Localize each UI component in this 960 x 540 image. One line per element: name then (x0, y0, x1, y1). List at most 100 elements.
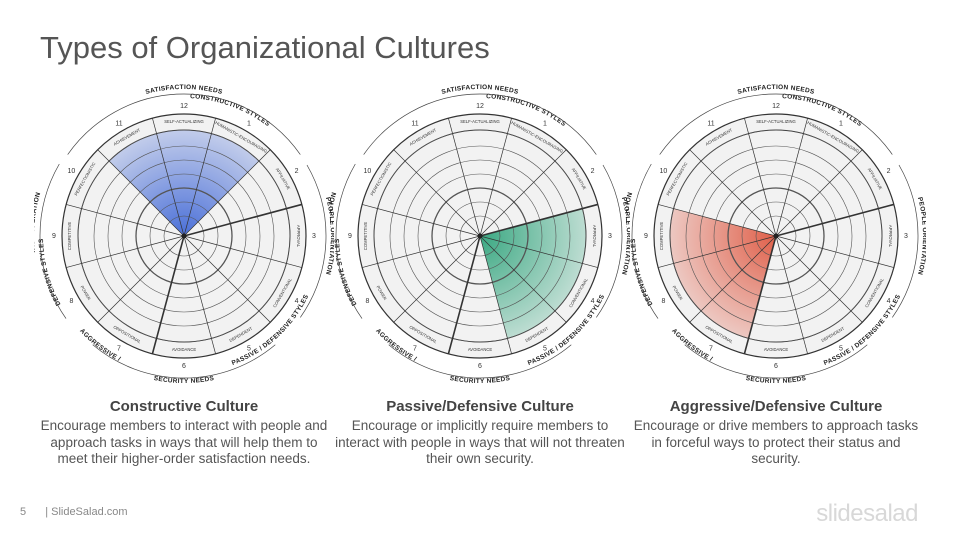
highlighted-segment (156, 130, 212, 236)
center-dot (477, 233, 483, 239)
segment-label: AVOIDANCE (468, 347, 493, 352)
segment-number: 4 (591, 298, 595, 305)
segment-number: 7 (413, 345, 417, 352)
wheel-spoke (479, 235, 567, 323)
segment-number: 11 (707, 120, 714, 127)
segment-label: APPROVAL (888, 225, 893, 248)
grid-ring (685, 145, 867, 327)
wheel-spoke (658, 235, 777, 268)
wheel-spoke (183, 235, 271, 323)
grid-ring (149, 201, 219, 271)
bounding-arc (300, 164, 327, 318)
wheel-spoke (479, 235, 598, 268)
center-dot (181, 233, 187, 239)
segment-number: 11 (115, 120, 122, 127)
passive-caption: Passive/Defensive Culture Encourage or i… (335, 398, 625, 468)
defensive-styles-label: DEFENSIVE STYLES (630, 238, 654, 307)
grid-ring (389, 145, 571, 327)
segment-number: 2 (887, 168, 891, 175)
defensive-styles-label: DEFENSIVE STYLES (38, 238, 62, 307)
grid-ring (163, 215, 205, 257)
grid-ring (755, 215, 797, 257)
page-title: Types of Organizational Cultures (40, 30, 490, 65)
bounding-arc (659, 93, 893, 155)
aggressive-defensive-culture-wheel: SELF-ACTUALIZING HUMANISTIC-ENCOURAGING AF… (626, 84, 926, 384)
wheel-spoke (689, 235, 777, 323)
segment-label: APPROVAL (296, 225, 301, 248)
grid-ring (77, 129, 291, 343)
wheel-spoke (66, 235, 185, 268)
grid-ring (727, 187, 825, 285)
constructive-caption: Constructive Culture Encourage members t… (39, 398, 329, 468)
segment-number: 8 (661, 298, 665, 305)
constructive-culture-wheel: SELF-ACTUALIZING HUMANISTIC-ENCOURAGING AF… (34, 84, 334, 384)
segment-number: 6 (478, 363, 482, 370)
bounding-arc (596, 164, 623, 318)
highlighted-segment (480, 236, 555, 339)
bounding-arc (631, 163, 659, 319)
culture-wheel-svg: SELF-ACTUALIZING HUMANISTIC-ENCOURAGINGAF… (330, 84, 630, 384)
bounding-arc (67, 93, 301, 155)
segment-label: COMPETITIVE (363, 222, 368, 251)
wheel-spoke (479, 149, 567, 237)
culture-wheel-svg: SELF-ACTUALIZING HUMANISTIC-ENCOURAGINGAF… (626, 84, 926, 384)
segment-label: COMPETITIVE (67, 222, 72, 251)
wheel-spoke (775, 235, 863, 323)
grid-ring (403, 159, 557, 313)
highlighted-segment (109, 133, 184, 236)
segment-label: COMPETITIVE (659, 222, 664, 251)
highlighted-segment (673, 236, 776, 311)
aggressive-description: Encourage or drive members to approach t… (633, 418, 919, 466)
segment-number: 3 (904, 233, 908, 240)
footer: 5 | SlideSalad.com (20, 506, 128, 518)
grid-ring (121, 173, 247, 299)
bounding-arc (92, 344, 276, 379)
segment-number: 7 (117, 345, 121, 352)
wheel-spoke (658, 204, 777, 237)
wheel-spoke (775, 235, 808, 354)
segment-number: 1 (839, 120, 843, 127)
bounding-arc (335, 163, 363, 319)
center-dot (773, 233, 779, 239)
segment-number: 2 (591, 168, 595, 175)
passive-defensive-culture-wheel: SELF-ACTUALIZING HUMANISTIC-ENCOURAGING AF… (330, 84, 630, 384)
segment-number: 2 (295, 168, 299, 175)
page-number: 5 (20, 506, 27, 518)
wheel-spoke (479, 118, 512, 237)
segment-number: 9 (644, 233, 648, 240)
segment-label: SELF-ACTUALIZING (164, 119, 204, 124)
segment-number: 1 (247, 120, 251, 127)
segment-label: APPROVAL (592, 225, 597, 248)
wheel-spoke (775, 149, 863, 237)
security-needs-label: SECURITY NEEDS (745, 375, 807, 384)
wheel-spoke (775, 203, 895, 237)
segment-label: SELF-ACTUALIZING (460, 119, 500, 124)
defensive-styles-label: DEFENSIVE STYLES (334, 238, 358, 307)
wheel-spoke (362, 204, 481, 237)
wheel-spoke (183, 235, 216, 354)
segment-label: AVOIDANCE (764, 347, 789, 352)
aggressive-title: Aggressive/Defensive Culture (669, 398, 883, 415)
segment-number: 7 (709, 345, 713, 352)
grid-ring (107, 159, 261, 313)
segment-number: 12 (476, 103, 484, 110)
wheel-spoke (479, 203, 599, 237)
bounding-arc (892, 164, 919, 318)
segment-number: 11 (411, 120, 418, 127)
grid-ring (699, 159, 853, 313)
segment-number: 3 (312, 233, 316, 240)
wheel-spoke (97, 149, 185, 237)
slidesalad-logo: slidesalad (816, 500, 918, 527)
wheel-spoke (479, 235, 512, 354)
segment-number: 12 (180, 103, 188, 110)
security-needs-label: SECURITY NEEDS (153, 375, 215, 384)
segment-number: 10 (68, 168, 76, 175)
security-needs-label: SECURITY NEEDS (449, 375, 511, 384)
highlighted-segment (670, 208, 776, 264)
segment-number: 12 (772, 103, 780, 110)
segment-number: 9 (52, 233, 56, 240)
footer-source: | SlideSalad.com (45, 506, 128, 518)
wheel-spoke (183, 203, 303, 237)
culture-wheel-svg: SELF-ACTUALIZING HUMANISTIC-ENCOURAGINGAF… (34, 84, 334, 384)
segment-number: 3 (608, 233, 612, 240)
